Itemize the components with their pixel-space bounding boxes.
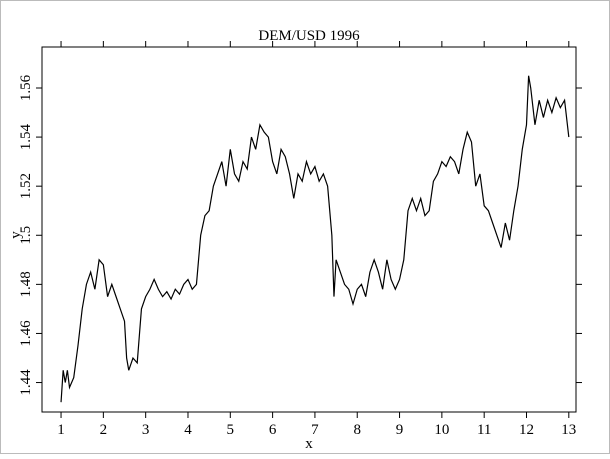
y-tick-label: 1.54 [18, 123, 34, 150]
x-tick-label: 8 [353, 422, 361, 438]
x-axis-label: x [305, 436, 313, 452]
x-tick-label: 4 [184, 422, 192, 438]
y-tick-label: 1.46 [18, 320, 34, 347]
y-tick-label: 1.48 [18, 271, 34, 297]
x-tick-label: 11 [477, 422, 491, 438]
x-tick-label: 6 [269, 422, 277, 438]
y-tick-label: 1.56 [18, 74, 34, 101]
x-tick-label: 9 [396, 422, 404, 438]
chart-title: DEM/USD 1996 [258, 28, 360, 44]
x-tick-label: 12 [519, 422, 534, 438]
x-tick-label: 2 [100, 422, 108, 438]
y-tick-label: 1.52 [18, 173, 34, 199]
x-tick-label: 13 [561, 422, 576, 438]
plot-area [41, 46, 577, 413]
price-line [60, 75, 570, 403]
y-tick-label: 1.5 [18, 226, 34, 245]
x-tick-label: 1 [57, 422, 65, 438]
x-tick-label: 10 [434, 422, 449, 438]
x-tick-label: 3 [142, 422, 150, 438]
x-tick-label: 7 [311, 422, 319, 438]
y-tick-label: 1.44 [18, 369, 34, 396]
x-tick-label: 5 [227, 422, 235, 438]
y-axis-label: y [8, 231, 24, 239]
